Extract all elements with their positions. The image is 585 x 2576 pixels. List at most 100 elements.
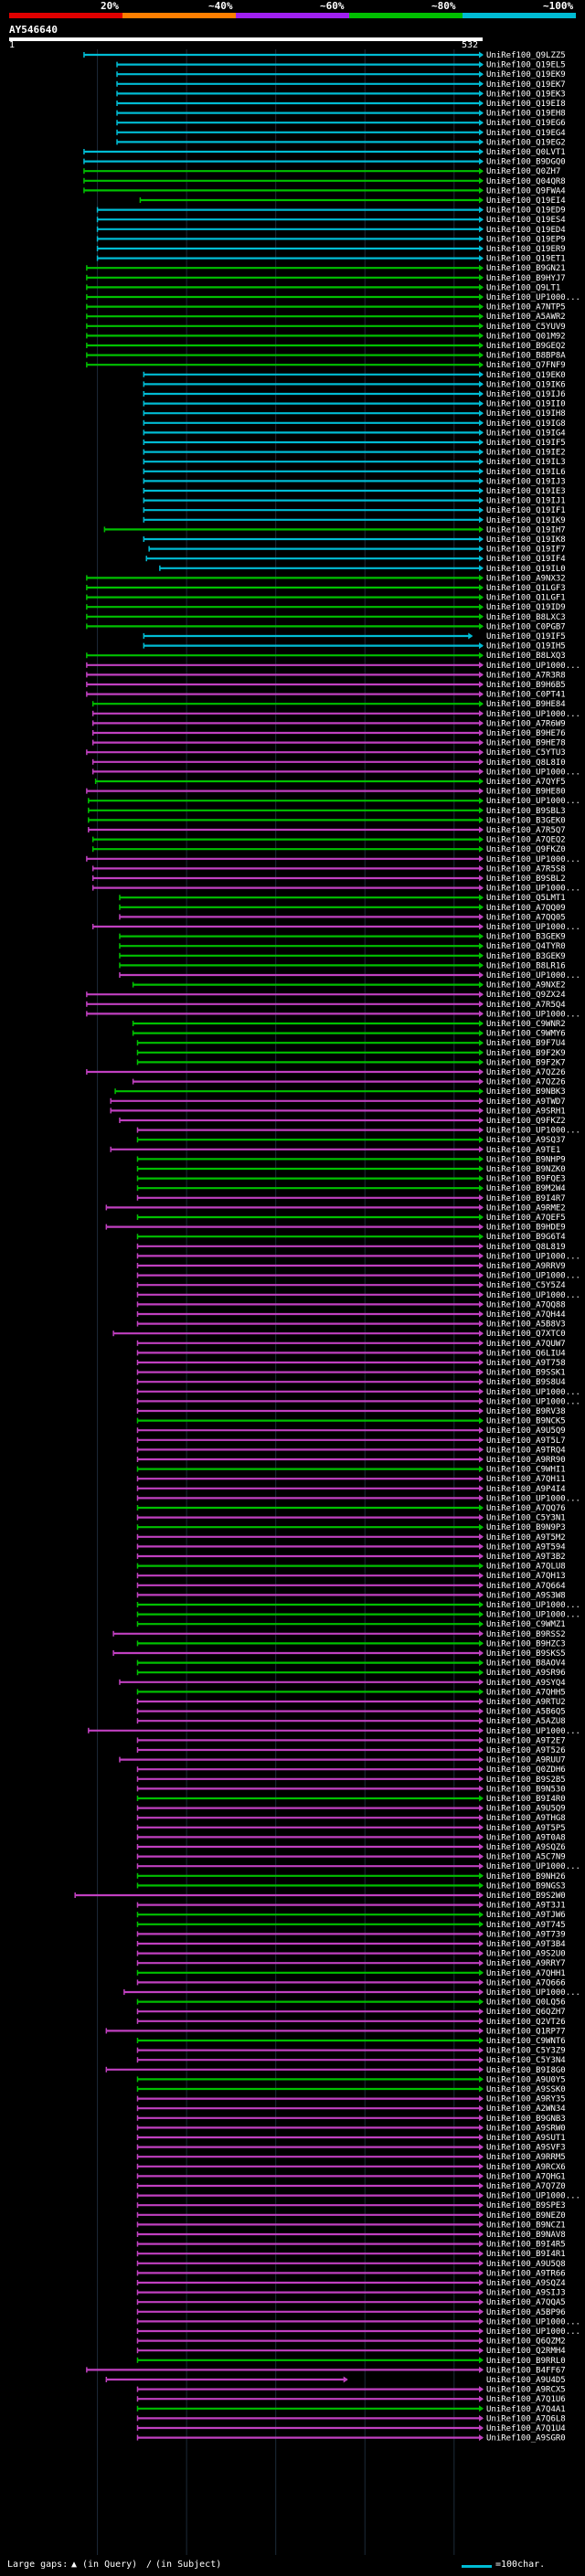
hit-label[interactable]: UniRef100_A9RUU7 <box>486 1756 566 1765</box>
hit-label[interactable]: UniRef100_B9GNB3 <box>486 2115 566 2124</box>
hit-label[interactable]: UniRef100_B9G6T4 <box>486 1233 566 1242</box>
hit-row[interactable]: UniRef100_A5AZU8 <box>136 1717 566 1726</box>
hit-label[interactable]: UniRef100_A9THG8 <box>486 1814 566 1823</box>
hit-row[interactable]: UniRef100_B8LXQ3 <box>86 652 566 661</box>
hit-label[interactable]: UniRef100_B8LXQ3 <box>486 652 566 661</box>
hit-label[interactable]: UniRef100_Q19EH8 <box>486 110 566 119</box>
hit-label[interactable]: UniRef100_B9I4R0 <box>486 1795 566 1804</box>
hit-label[interactable]: UniRef100_Q19II0 <box>486 400 566 409</box>
hit-label[interactable]: UniRef100_B9HDE9 <box>486 1224 566 1233</box>
hit-row[interactable]: UniRef100_A7R3R8 <box>86 671 566 680</box>
hit-label[interactable]: UniRef100_B9I4R5 <box>486 2241 566 2250</box>
hit-row[interactable]: UniRef100_A7Q1U6 <box>136 2395 566 2404</box>
hit-label[interactable]: UniRef100_B9SPE3 <box>486 2201 566 2210</box>
hit-row[interactable]: UniRef100_UP1000... <box>88 797 580 806</box>
hit-label[interactable]: UniRef100_B9F2K9 <box>486 1049 566 1058</box>
hit-row[interactable]: UniRef100_Q19EK0 <box>143 371 566 380</box>
hit-row[interactable]: UniRef100_A9RRY7 <box>136 1959 566 1968</box>
hit-row[interactable]: UniRef100_Q19EG4 <box>116 129 566 138</box>
hit-row[interactable]: UniRef100_A9T758 <box>136 1359 566 1368</box>
hit-row[interactable]: UniRef100_B9HYJ7 <box>86 274 566 283</box>
hit-row[interactable]: UniRef100_A9P4I4 <box>136 1485 566 1494</box>
hit-label[interactable]: UniRef100_Q19IK8 <box>486 535 566 545</box>
hit-label[interactable]: UniRef100_B9I8G0 <box>486 2066 566 2075</box>
hit-label[interactable]: UniRef100_A9T739 <box>486 1930 566 1939</box>
hit-label[interactable]: UniRef100_A5B6Q5 <box>486 1708 566 1717</box>
hit-label[interactable]: UniRef100_Q19EP9 <box>486 235 566 244</box>
hit-row[interactable]: UniRef100_UP1000... <box>136 1611 580 1620</box>
hit-label[interactable]: UniRef100_A9TRQ4 <box>486 1446 566 1455</box>
hit-row[interactable]: UniRef100_A7NTP5 <box>86 303 566 313</box>
hit-label[interactable]: UniRef100_A7QZ26 <box>486 1068 566 1077</box>
hit-row[interactable]: UniRef100_A7Q666 <box>136 1978 566 1988</box>
hit-row[interactable]: UniRef100_B8LR16 <box>119 961 566 970</box>
hit-row[interactable]: UniRef100_UP1000... <box>136 1252 580 1261</box>
hit-label[interactable]: UniRef100_A9RRV9 <box>486 1262 566 1271</box>
hit-row[interactable]: UniRef100_B9I4R7 <box>136 1194 566 1203</box>
hit-label[interactable]: UniRef100_B9I4R1 <box>486 2250 566 2259</box>
hit-row[interactable]: UniRef100_A9TWD7 <box>110 1097 566 1107</box>
hit-label[interactable]: UniRef100_B9SSK1 <box>486 1369 566 1378</box>
hit-label[interactable]: UniRef100_B9HE84 <box>486 700 566 709</box>
hit-row[interactable]: UniRef100_B9F2K9 <box>136 1049 566 1058</box>
hit-label[interactable]: UniRef100_Q8L8I0 <box>486 758 566 768</box>
hit-label[interactable]: UniRef100_B3GEK9 <box>486 933 566 942</box>
hit-label[interactable]: UniRef100_Q04QR8 <box>486 177 566 186</box>
hit-label[interactable]: UniRef100_Q1LGF1 <box>486 594 566 603</box>
hit-label[interactable]: UniRef100_B9F2K7 <box>486 1058 566 1067</box>
hit-row[interactable]: UniRef100_B9S2B5 <box>136 1776 566 1785</box>
hit-row[interactable]: UniRef100_B9G6T4 <box>136 1233 566 1242</box>
hit-label[interactable]: UniRef100_A9RRY7 <box>486 1959 566 1968</box>
hit-row[interactable]: UniRef100_A7QQ88 <box>136 1300 566 1309</box>
hit-row[interactable]: UniRef100_B9SBL3 <box>88 807 566 816</box>
hit-label[interactable]: UniRef100_A2WN34 <box>486 2104 566 2114</box>
hit-row[interactable]: UniRef100_A7QQ05 <box>119 913 566 922</box>
hit-row[interactable]: UniRef100_B9I4R5 <box>136 2241 566 2250</box>
hit-label[interactable]: UniRef100_B9S8U4 <box>486 1378 566 1387</box>
hit-label[interactable]: UniRef100_Q9LT1 <box>486 283 560 292</box>
hit-label[interactable]: UniRef100_Q19EK9 <box>486 70 566 80</box>
hit-row[interactable]: UniRef100_B9N530 <box>136 1785 566 1794</box>
hit-label[interactable]: UniRef100_C0PT41 <box>486 691 566 700</box>
hit-row[interactable]: UniRef100_A5B8V3 <box>136 1320 566 1330</box>
hit-row[interactable]: UniRef100_B9SSK1 <box>136 1369 566 1378</box>
hit-row[interactable]: UniRef100_A7QEQ2 <box>91 836 566 845</box>
hit-row[interactable]: UniRef100_Q19IJ3 <box>143 477 566 486</box>
hit-label[interactable]: UniRef100_B3GEK9 <box>486 952 566 961</box>
hit-label[interactable]: UniRef100_UP1000... <box>486 2327 580 2337</box>
hit-row[interactable]: UniRef100_A7QQ76 <box>136 1504 566 1513</box>
hit-row[interactable]: UniRef100_B8LXC3 <box>86 613 566 622</box>
hit-row[interactable]: UniRef100_Q9FKZ2 <box>119 1117 566 1126</box>
hit-row[interactable]: UniRef100_UP1000... <box>91 768 580 777</box>
hit-row[interactable]: UniRef100_A7QQ09 <box>119 904 566 913</box>
hit-label[interactable]: UniRef100_A9RR90 <box>486 1456 566 1465</box>
hit-row[interactable]: UniRef100_Q7XTC0 <box>112 1330 566 1339</box>
hit-row[interactable]: UniRef100_A7R5Q7 <box>88 826 566 835</box>
hit-label[interactable]: UniRef100_UP1000... <box>486 1611 580 1620</box>
hit-row[interactable]: UniRef100_Q19ED4 <box>96 226 566 235</box>
hit-row[interactable]: UniRef100_A9SVF3 <box>136 2144 566 2153</box>
hit-row[interactable]: UniRef100_C9WNT6 <box>136 2037 566 2046</box>
hit-row[interactable]: UniRef100_Q19IE3 <box>143 487 566 496</box>
hit-label[interactable]: UniRef100_A5B8V3 <box>486 1320 566 1330</box>
hit-row[interactable]: UniRef100_A9T739 <box>136 1930 566 1939</box>
hit-label[interactable]: UniRef100_C9WNT6 <box>486 2037 566 2046</box>
hit-row[interactable]: UniRef100_C5Y3N1 <box>136 1514 566 1523</box>
hit-label[interactable]: UniRef100_UP1000... <box>486 797 580 806</box>
hit-row[interactable]: UniRef100_Q19EI8 <box>116 100 566 109</box>
hit-row[interactable]: UniRef100_A9NX32 <box>86 574 566 583</box>
hit-row[interactable]: UniRef100_A9T5M2 <box>136 1533 566 1542</box>
hit-label[interactable]: UniRef100_A5BP96 <box>486 2308 566 2317</box>
hit-row[interactable]: UniRef100_UP1000... <box>136 1397 580 1406</box>
hit-row[interactable]: UniRef100_Q19IH8 <box>143 409 566 419</box>
hit-row[interactable]: UniRef100_Q6QZH7 <box>136 2008 566 2017</box>
hit-row[interactable]: UniRef100_A2WN34 <box>136 2104 566 2114</box>
hit-label[interactable]: UniRef100_Q19IF5 <box>486 439 566 448</box>
hit-row[interactable]: UniRef100_Q2VT26 <box>136 2018 566 2027</box>
hit-row[interactable]: UniRef100_UP1000... <box>86 662 580 671</box>
hit-label[interactable]: UniRef100_B9RRL0 <box>486 2357 566 2366</box>
hit-row[interactable]: UniRef100_A9SQ37 <box>136 1136 566 1145</box>
hit-row[interactable]: UniRef100_A9T594 <box>136 1542 566 1552</box>
hit-row[interactable]: UniRef100_UP1000... <box>136 2317 580 2327</box>
hit-label[interactable]: UniRef100_A7Q6L8 <box>486 2414 566 2423</box>
